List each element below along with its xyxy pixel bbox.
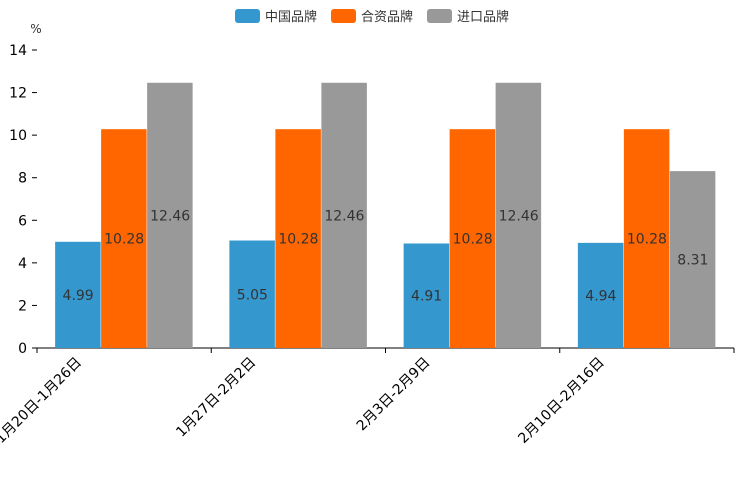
bar-data-label: 5.05 — [237, 287, 268, 303]
y-axis-tick-label: 8 — [18, 171, 27, 187]
bar — [55, 241, 101, 348]
bar-data-label: 10.28 — [627, 232, 667, 248]
y-axis-tick-label: 14 — [9, 43, 27, 59]
legend-label-imported-brand: 进口品牌 — [457, 10, 510, 25]
bar — [623, 129, 670, 348]
bar-data-label: 10.28 — [278, 232, 318, 248]
legend-item-imported-brand[interactable]: 进口品牌 — [427, 6, 509, 25]
chart-legend: 中国品牌 合资品牌 进口品牌 — [0, 6, 744, 25]
legend-swatch-imported-brand — [427, 8, 452, 23]
bar — [101, 129, 147, 348]
bar — [147, 82, 193, 348]
y-axis-tick-label: 6 — [18, 213, 27, 229]
y-axis-unit-label: % — [30, 22, 41, 36]
bar — [449, 129, 496, 348]
bar — [403, 243, 450, 348]
bar-data-label: 12.46 — [324, 208, 364, 224]
y-axis-tick-label: 0 — [18, 341, 27, 357]
y-axis-tick-label: 4 — [18, 256, 27, 272]
legend-label-joint-venture-brand: 合资品牌 — [360, 10, 413, 25]
y-axis-tick-label: 12 — [9, 86, 27, 102]
x-axis-category-label: 1月27日-2月2日 — [173, 355, 259, 441]
legend-label-china-brand: 中国品牌 — [264, 10, 317, 25]
bar — [669, 171, 716, 348]
legend-swatch-china-brand — [234, 8, 260, 23]
bar-data-label: 4.94 — [585, 288, 616, 304]
bar-data-label: 10.28 — [453, 232, 493, 248]
x-axis-category-label: 2月3日-2月9日 — [354, 355, 434, 435]
bar-data-label: 8.31 — [677, 253, 708, 269]
bar-data-label: 10.28 — [104, 232, 144, 248]
x-axis-category-label: 1月20日-1月26日 — [0, 355, 85, 447]
y-axis-tick-label: 10 — [9, 128, 27, 144]
bar — [275, 129, 321, 348]
bar — [321, 82, 367, 348]
bar — [229, 240, 275, 348]
legend-item-joint-venture-brand[interactable]: 合资品牌 — [330, 6, 413, 25]
bar-data-label: 12.46 — [150, 208, 190, 224]
legend-item-china-brand[interactable]: 中国品牌 — [234, 6, 317, 25]
bar — [577, 242, 624, 348]
bar-data-label: 4.91 — [411, 289, 442, 305]
x-axis-category-label: 2月10日-2月16日 — [515, 355, 607, 447]
y-axis-tick-label: 2 — [18, 298, 27, 314]
bar-data-label: 4.99 — [63, 288, 94, 304]
bar-data-label: 12.46 — [499, 208, 539, 224]
legend-swatch-joint-venture-brand — [330, 8, 356, 23]
bar — [495, 82, 542, 348]
